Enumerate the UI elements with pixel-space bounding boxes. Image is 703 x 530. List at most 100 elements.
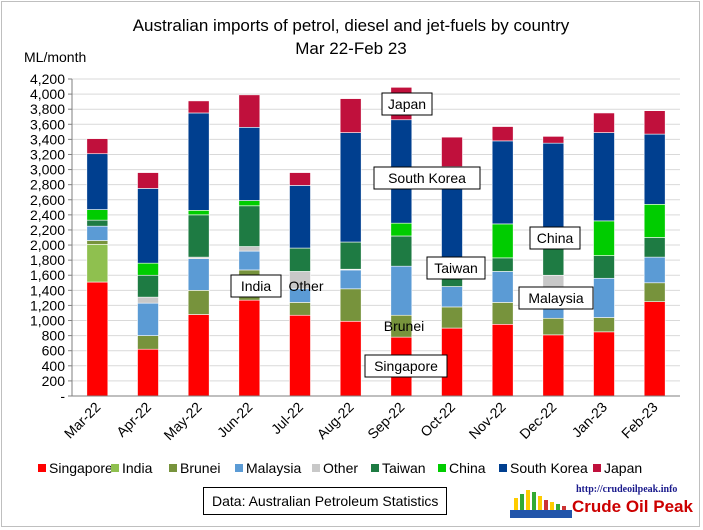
annotation-box <box>381 92 433 116</box>
annotation-india: India <box>230 274 282 298</box>
legend: Singapore India Brunei Malaysia Other Taiwan C… <box>38 460 642 476</box>
bar-stack <box>339 98 362 397</box>
annotation-box <box>230 274 282 298</box>
legend-label: India <box>122 460 153 476</box>
x-tick-label: Nov-22 <box>466 399 509 442</box>
bar-segment-taiwan <box>390 235 413 267</box>
legend-swatch <box>499 464 507 472</box>
bar-segment-singapore <box>643 301 666 397</box>
annotation-text: India <box>241 278 272 294</box>
annotation-text: South Korea <box>388 170 466 186</box>
bar-stack <box>289 172 311 397</box>
annotation-singapore: Singapore <box>364 354 448 378</box>
y-tick-label: 1,200 <box>30 297 65 313</box>
annotation-text: Brunei <box>384 318 424 334</box>
bar-segment-brunei <box>593 317 615 333</box>
bar-stack <box>390 87 413 397</box>
y-tick-label: 200 <box>42 373 66 389</box>
legend-item-south-korea: South Korea <box>499 460 588 476</box>
bar-segment-south-korea <box>491 140 514 225</box>
legend-item-china: China <box>438 460 486 476</box>
y-tick-label: 400 <box>42 358 66 374</box>
bar-stack <box>491 126 514 397</box>
annotation-china: China <box>529 226 581 250</box>
y-axis-label: ML/month <box>24 49 86 65</box>
bar-segment-japan <box>491 126 514 142</box>
y-tick-label: - <box>60 388 65 404</box>
bar-segment-taiwan <box>238 205 261 247</box>
y-tick-label: 1,000 <box>30 313 65 329</box>
bars <box>86 87 666 397</box>
x-tick-label: Aug-22 <box>314 399 357 442</box>
bar-segment-china <box>238 200 261 207</box>
bar-stack <box>593 112 615 397</box>
x-tick-label: Jan-23 <box>569 399 611 441</box>
legend-label: Brunei <box>180 460 220 476</box>
legend-label: South Korea <box>510 460 588 476</box>
bar-segment-south-korea <box>238 127 261 201</box>
bar-segment-taiwan <box>491 257 514 272</box>
crude-oil-peak-logo[interactable]: http://crudeoilpeak.info Crude Oil Peak <box>510 484 695 522</box>
annotation-other: Other <box>288 278 323 294</box>
chart-title: Australian imports of petrol, diesel and… <box>133 16 570 58</box>
annotation-text: Other <box>288 278 323 294</box>
bar-segment-singapore <box>137 348 159 397</box>
logo-url[interactable]: http://crudeoilpeak.info <box>576 484 678 495</box>
bar-stack <box>187 100 210 397</box>
bar-segment-taiwan <box>86 219 109 227</box>
bar-segment-brunei <box>137 335 159 350</box>
annotation-malaysia: Malaysia <box>518 286 594 310</box>
annotation-box <box>364 354 448 378</box>
y-tick-label: 3,200 <box>30 146 65 162</box>
bar-segment-japan <box>137 172 159 189</box>
y-tick-label: 2,800 <box>30 177 65 193</box>
annotations: Japan South Korea China Taiwan Malaysia India… <box>230 92 594 378</box>
x-tick-label: Jul-22 <box>268 399 306 437</box>
axes <box>71 79 680 397</box>
bar-segment-taiwan <box>137 274 159 298</box>
bar-segment-japan <box>643 110 666 135</box>
bar-segment-singapore <box>542 334 565 397</box>
bar-segment-japan <box>86 138 109 155</box>
legend-swatch <box>169 464 177 472</box>
bar-segment-japan <box>542 136 565 144</box>
bar-segment-japan <box>289 172 311 186</box>
legend-swatch <box>312 464 320 472</box>
bar-segment-brunei <box>86 240 109 245</box>
annotation-text: Singapore <box>374 358 438 374</box>
y-tick-label: 1,400 <box>30 282 65 298</box>
bar-segment-malaysia <box>491 271 514 303</box>
y-tick-label: 2,600 <box>30 192 65 208</box>
bar-segment-china <box>390 222 413 237</box>
chart-title-line-1: Australian imports of petrol, diesel and… <box>133 16 570 35</box>
y-tick-label: 1,800 <box>30 252 65 268</box>
annotation-box <box>518 286 594 310</box>
bar-segment-malaysia <box>593 277 615 318</box>
bar-segment-china <box>643 203 666 238</box>
bar-segment-south-korea <box>593 132 615 222</box>
bar-segment-south-korea <box>542 142 565 233</box>
bar-segment-taiwan <box>187 214 210 258</box>
bar-segment-brunei <box>542 317 565 336</box>
annotation-japan: Japan <box>381 92 433 116</box>
bar-segment-singapore <box>491 323 514 397</box>
bar-segment-malaysia <box>339 269 362 290</box>
gridlines <box>72 78 680 382</box>
legend-swatch <box>593 464 601 472</box>
legend-item-malaysia: Malaysia <box>235 460 301 476</box>
bar-segment-malaysia <box>441 286 463 308</box>
legend-item-other: Other <box>312 460 358 476</box>
y-tick-label: 1,600 <box>30 267 65 283</box>
bar-segment-other <box>238 246 261 252</box>
bar-segment-china <box>86 209 109 221</box>
bar-segment-brunei <box>339 288 362 322</box>
legend-item-brunei: Brunei <box>169 460 220 476</box>
bar-segment-japan <box>339 98 362 133</box>
legend-item-taiwan: Taiwan <box>371 460 426 476</box>
x-tick-label: Dec-22 <box>516 399 559 442</box>
bar-segment-singapore <box>593 331 615 397</box>
x-tick-label: Oct-22 <box>417 399 458 440</box>
y-tick-label: 2,000 <box>30 237 65 253</box>
